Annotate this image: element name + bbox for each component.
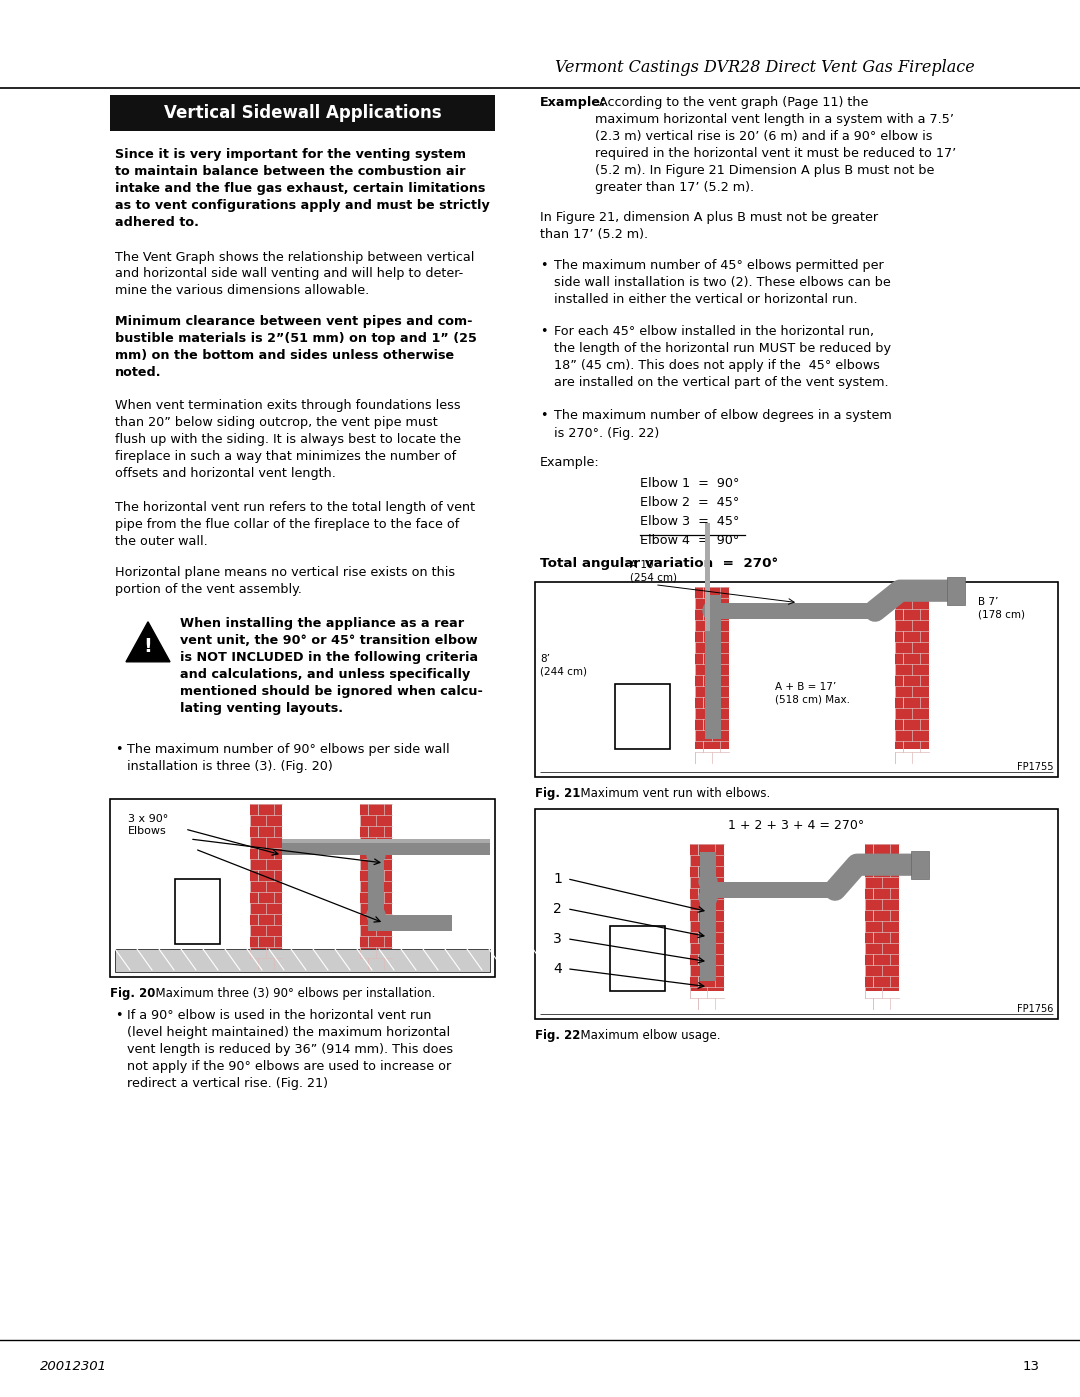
Text: Example:: Example: [540,96,606,109]
Bar [705,522,710,630]
Polygon shape [126,622,170,662]
Text: The maximum number of 90° elbows per side wall
installation is three (3). (Fig. : The maximum number of 90° elbows per sid… [127,743,449,773]
Text: A + B = 17’
(518 cm) Max.: A + B = 17’ (518 cm) Max. [775,682,850,704]
Bar [912,851,929,879]
Bar [368,855,384,915]
Text: If a 90° elbow is used in the horizontal vent run
(level height maintained) the : If a 90° elbow is used in the horizontal… [127,1009,454,1090]
Text: Maximum three (3) 90° elbows per installation.: Maximum three (3) 90° elbows per install… [148,988,435,1000]
Bar [282,840,490,842]
Bar [368,915,453,930]
Text: The Vent Graph shows the relationship between vertical
and horizontal side wall : The Vent Graph shows the relationship be… [114,250,474,298]
Text: The horizontal vent run refers to the total length of vent
pipe from the flue co: The horizontal vent run refers to the to… [114,502,475,548]
Text: When vent termination exits through foundations less
than 20” below siding outcr: When vent termination exits through foun… [114,398,461,479]
Circle shape [367,847,384,863]
Text: Fig. 21: Fig. 21 [535,787,580,799]
Text: Maximum elbow usage.: Maximum elbow usage. [573,1028,720,1042]
Text: For each 45° elbow installed in the horizontal run,
the length of the horizontal: For each 45° elbow installed in the hori… [554,326,891,388]
Text: 2: 2 [553,901,562,915]
Circle shape [367,907,384,923]
Text: Elbow 2  =  45°: Elbow 2 = 45° [640,496,739,509]
Bar [721,602,875,619]
Text: 8’
(244 cm): 8’ (244 cm) [540,654,588,676]
Text: Fig. 20: Fig. 20 [110,988,156,1000]
Text: FP1755: FP1755 [1016,761,1053,771]
Text: 20012301: 20012301 [40,1361,107,1373]
Circle shape [699,873,717,891]
Text: B 7’
(178 cm): B 7’ (178 cm) [978,597,1025,619]
Text: A 10’
(254 cm): A 10’ (254 cm) [630,560,677,583]
Text: •: • [114,743,122,756]
Text: The maximum number of elbow degrees in a system
is 270°. (Fig. 22): The maximum number of elbow degrees in a… [554,409,892,440]
Text: !: ! [144,637,152,657]
Text: •: • [540,260,548,272]
Text: FP1754: FP1754 [454,963,490,972]
Circle shape [703,601,723,620]
Text: Since it is very important for the venting system
to maintain balance between th: Since it is very important for the venti… [114,148,489,229]
Bar [716,882,835,898]
Bar [895,587,929,749]
Text: Horizontal plane means no vertical rise exists on this
portion of the vent assem: Horizontal plane means no vertical rise … [114,566,455,597]
Bar [110,799,495,977]
Bar [249,805,282,949]
Text: Maximum vent run with elbows.: Maximum vent run with elbows. [573,787,770,799]
Text: According to the vent graph (Page 11) the
maximum horizontal vent length in a sy: According to the vent graph (Page 11) th… [595,96,956,194]
Bar [175,879,220,944]
Text: 3 x 90°
Elbows: 3 x 90° Elbows [129,814,168,837]
Text: Elbow 3  =  45°: Elbow 3 = 45° [640,515,740,528]
Bar [700,852,716,981]
Text: 3: 3 [553,932,562,946]
Text: FP1756: FP1756 [1016,1003,1053,1014]
Text: •: • [540,409,548,422]
Text: 1 + 2 + 3 + 4 = 270°: 1 + 2 + 3 + 4 = 270° [728,819,864,831]
Text: In Figure 21, dimension A plus B must not be greater
than 17’ (5.2 m).: In Figure 21, dimension A plus B must no… [540,211,878,242]
Text: Total angular variation  =  270°: Total angular variation = 270° [540,557,778,570]
Bar [360,805,392,949]
Bar [535,581,1058,777]
Bar [865,844,899,990]
Circle shape [699,888,717,907]
Text: Elbow 4  =  90°: Elbow 4 = 90° [640,534,739,546]
Text: 4: 4 [553,961,562,975]
Bar [615,683,670,749]
Text: When installing the appliance as a rear
vent unit, the 90° or 45° transition elb: When installing the appliance as a rear … [180,617,483,715]
Text: Vermont Castings DVR28 Direct Vent Gas Fireplace: Vermont Castings DVR28 Direct Vent Gas F… [555,60,975,77]
Text: Vertical Sidewall Applications: Vertical Sidewall Applications [164,103,442,122]
Bar [705,595,721,739]
Text: 1: 1 [553,872,562,886]
Text: Fig. 22: Fig. 22 [535,1028,580,1042]
Bar [610,926,665,990]
Bar [696,587,729,749]
Text: Minimum clearance between vent pipes and com-
bustible materials is 2”(51 mm) on: Minimum clearance between vent pipes and… [114,316,477,379]
Bar [114,949,490,972]
Bar [535,809,1058,1018]
Bar [947,577,966,605]
Text: •: • [540,326,548,338]
Text: Example:: Example: [540,457,599,469]
Bar [282,840,490,855]
Text: The maximum number of 45° elbows permitted per
side wall installation is two (2): The maximum number of 45° elbows permitt… [554,260,891,306]
Text: 13: 13 [1023,1361,1040,1373]
Bar [110,95,495,131]
Text: Elbow 1  =  90°: Elbow 1 = 90° [640,478,740,490]
Bar [690,844,724,990]
Text: •: • [114,1009,122,1023]
